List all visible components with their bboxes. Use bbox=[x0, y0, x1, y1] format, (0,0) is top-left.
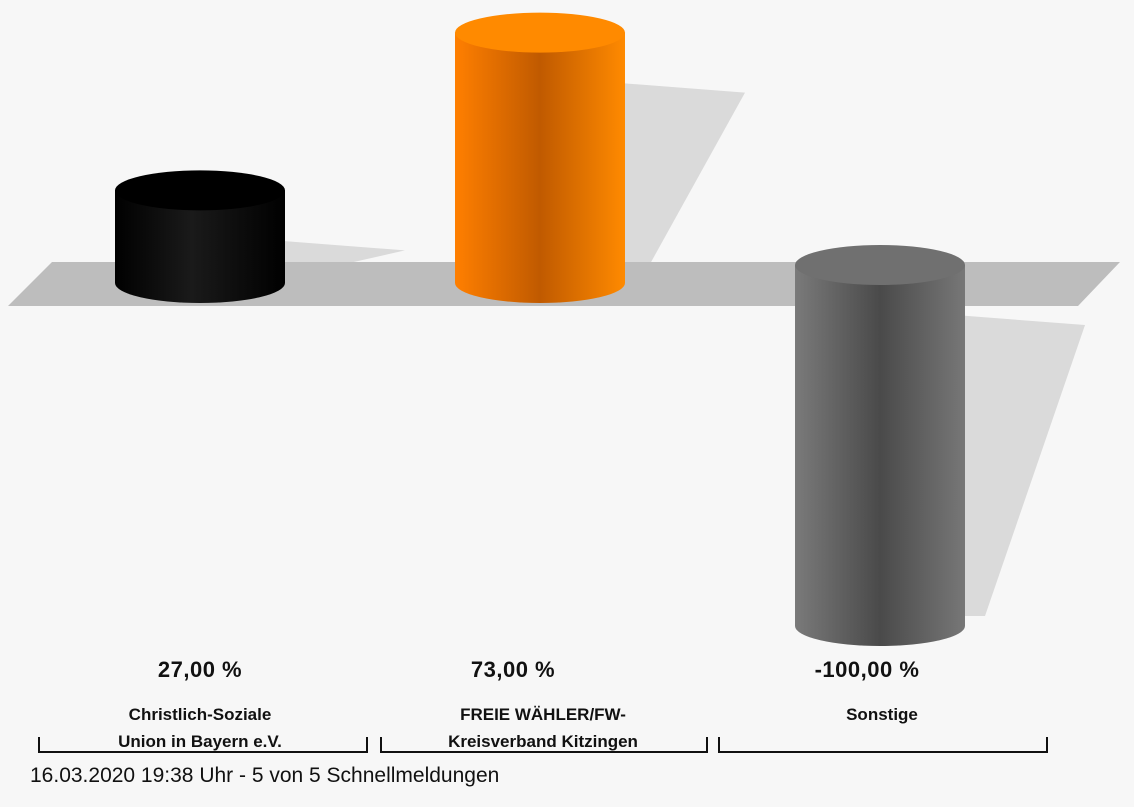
bars bbox=[115, 12, 965, 646]
category-label-freie-waehler-line2: Kreisverband Kitzingen bbox=[448, 732, 638, 751]
bar-cap-csu bbox=[115, 170, 285, 211]
category-label-csu-line2: Union in Bayern e.V. bbox=[118, 732, 282, 751]
category-label-freie-waehler: FREIE WÄHLER/FW- Kreisverband Kitzingen bbox=[378, 701, 708, 755]
category-bracket-csu bbox=[38, 737, 368, 753]
category-label-csu: Christlich-Soziale Union in Bayern e.V. bbox=[35, 701, 365, 755]
category-label-sonstige: Sonstige bbox=[717, 701, 1047, 728]
category-bracket-sonstige bbox=[718, 737, 1048, 753]
value-label-csu: 27,00 % bbox=[157, 657, 243, 682]
bar-sonstige bbox=[795, 265, 965, 646]
value-label-freie-waehler: 73,00 % bbox=[470, 657, 556, 682]
value-label-sonstige: -100,00 % bbox=[814, 657, 920, 682]
bar-cap-sonstige bbox=[795, 245, 965, 285]
category-label-csu-line1: Christlich-Soziale bbox=[128, 705, 272, 724]
category-label-freie-waehler-line1: FREIE WÄHLER/FW- bbox=[460, 705, 626, 724]
bar-shadow-freie-waehler bbox=[615, 82, 745, 273]
category-label-sonstige-line1: Sonstige bbox=[846, 705, 918, 724]
bar-freie-waehler bbox=[455, 32, 625, 304]
bar-shadow-sonstige bbox=[955, 315, 1085, 616]
footer-status: 16.03.2020 19:38 Uhr - 5 von 5 Schnellme… bbox=[30, 764, 500, 787]
bar-cap-freie-waehler bbox=[455, 12, 625, 53]
category-bracket-freie-waehler bbox=[380, 737, 708, 753]
bar-csu bbox=[115, 190, 285, 303]
